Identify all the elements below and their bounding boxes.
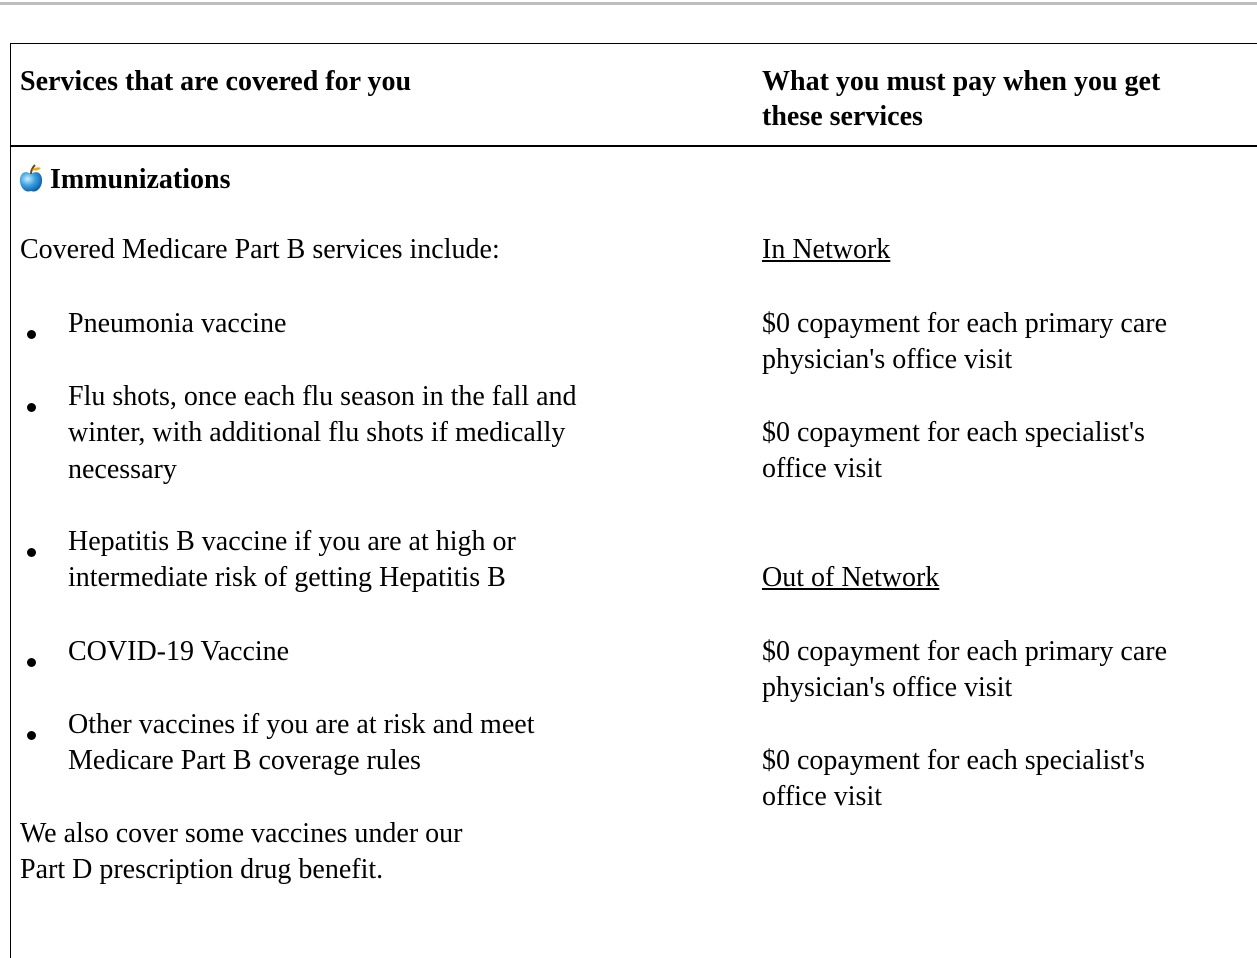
list-item: necessary (68, 453, 177, 485)
list-item: Hepatitis B vaccine if you are at high o… (68, 526, 516, 557)
list-item: COVID-19 Vaccine (68, 636, 290, 667)
network-heading: Out of Network (762, 562, 940, 593)
cost-line: office visit (762, 781, 883, 813)
service-title: Immunizations (50, 164, 231, 195)
list-item: Pneumonia vaccine (68, 308, 287, 339)
list-item: intermediate risk of getting Hepatitis B (68, 562, 506, 594)
cost-line: $0 copayment for each primary care (762, 636, 1168, 667)
cost-line: office visit (762, 453, 883, 485)
list-item: winter, with additional flu shots if med… (68, 417, 566, 449)
top-rule (0, 2, 1257, 5)
cost-line: $0 copayment for each specialist's (762, 417, 1145, 448)
list-item: Medicare Part B coverage rules (68, 745, 421, 777)
note: We also cover some vaccines under our (20, 818, 463, 849)
apple-icon (19, 164, 43, 192)
service-intro: Covered Medicare Part B services include… (20, 234, 500, 265)
note: Part D prescription drug benefit. (20, 854, 384, 886)
list-item: Other vaccines if you are at risk and me… (68, 709, 535, 740)
bullet (27, 548, 36, 557)
list-item: Flu shots, once each flu season in the f… (68, 381, 577, 412)
header-bottom-border (10, 145, 1257, 147)
cost-line: $0 copayment for each specialist's (762, 745, 1145, 776)
network-heading: In Network (762, 234, 891, 265)
cost-line: physician's office visit (762, 344, 1013, 376)
header-right: What you must pay when you get (762, 66, 1161, 97)
bullet (27, 658, 36, 667)
table-left-border (10, 43, 11, 958)
bullet (27, 731, 36, 740)
header-left: Services that are covered for you (20, 66, 412, 97)
cost-line: $0 copayment for each primary care (762, 308, 1168, 339)
header-right: these services (762, 101, 923, 132)
bullet (27, 403, 36, 412)
bullet (27, 330, 36, 339)
cost-line: physician's office visit (762, 672, 1013, 704)
table-top-border (10, 43, 1257, 44)
